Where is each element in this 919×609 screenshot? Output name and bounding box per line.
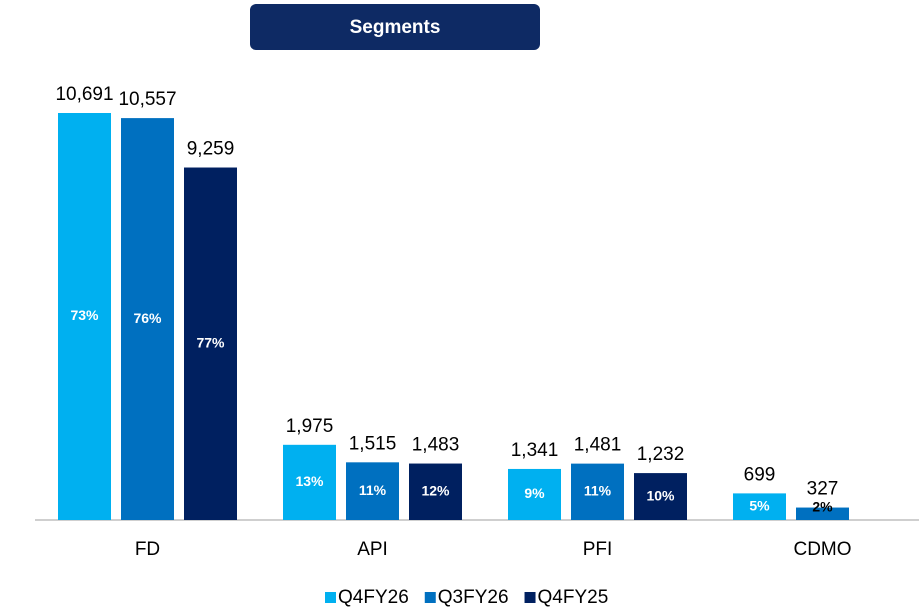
share-label: 12% <box>421 482 450 498</box>
legend-label: Q3FY26 <box>438 587 509 608</box>
value-label: 1,975 <box>286 416 334 437</box>
value-label: 9,259 <box>187 139 235 160</box>
chart-title: Segments <box>350 17 441 38</box>
share-label: 9% <box>524 485 545 501</box>
title-box <box>250 4 540 50</box>
value-label: 10,691 <box>55 84 113 105</box>
value-label: 327 <box>807 479 839 500</box>
legend-swatch <box>325 592 336 603</box>
bar <box>184 167 237 520</box>
bar <box>634 473 687 520</box>
share-label: 5% <box>749 497 770 513</box>
value-label: 10,557 <box>118 89 176 110</box>
legend-swatch <box>424 592 436 603</box>
bar <box>58 113 111 520</box>
bar <box>733 493 786 520</box>
legend-label: Q4FY26 <box>338 587 409 608</box>
bar <box>571 463 624 520</box>
share-label: 10% <box>646 487 675 503</box>
share-label: 13% <box>295 473 324 489</box>
share-label: 77% <box>196 334 225 350</box>
bar <box>346 462 399 520</box>
value-label: 1,483 <box>412 435 460 456</box>
bar <box>121 118 174 520</box>
bar <box>796 507 849 520</box>
value-label: 1,481 <box>574 435 622 456</box>
share-label: 11% <box>359 482 387 498</box>
x-tick-label: PFI <box>583 539 613 560</box>
x-tick-label: CDMO <box>793 539 851 560</box>
value-label: 699 <box>744 464 776 485</box>
value-label: 1,515 <box>349 433 397 454</box>
x-tick-label: API <box>357 539 388 560</box>
bar <box>409 463 462 520</box>
value-label: 1,341 <box>511 440 559 461</box>
share-label: 2% <box>812 499 833 515</box>
legend-label: Q4FY25 <box>538 587 609 608</box>
bar <box>283 444 336 520</box>
share-label: 73% <box>70 307 99 323</box>
share-label: 11% <box>584 483 612 499</box>
bar <box>508 468 561 520</box>
share-label: 76% <box>133 310 162 326</box>
x-tick-label: FD <box>135 539 160 560</box>
value-label: 1,232 <box>637 444 685 465</box>
legend-swatch <box>524 592 536 603</box>
